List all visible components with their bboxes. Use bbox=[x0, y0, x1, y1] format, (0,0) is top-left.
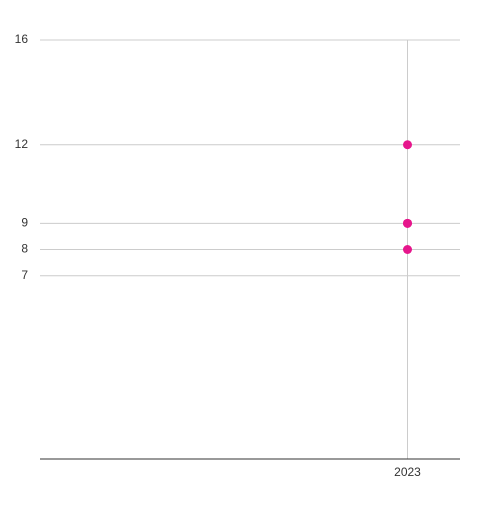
y-tick-label: 12 bbox=[15, 137, 29, 151]
y-tick-label: 7 bbox=[21, 268, 28, 282]
y-tick-label: 9 bbox=[21, 215, 28, 229]
y-tick-label: 8 bbox=[21, 242, 28, 256]
point bbox=[403, 245, 412, 254]
point bbox=[403, 218, 412, 228]
y-tick-label: 16 bbox=[15, 32, 29, 46]
x-tick-label: 2023 bbox=[394, 465, 421, 479]
point bbox=[403, 140, 412, 150]
